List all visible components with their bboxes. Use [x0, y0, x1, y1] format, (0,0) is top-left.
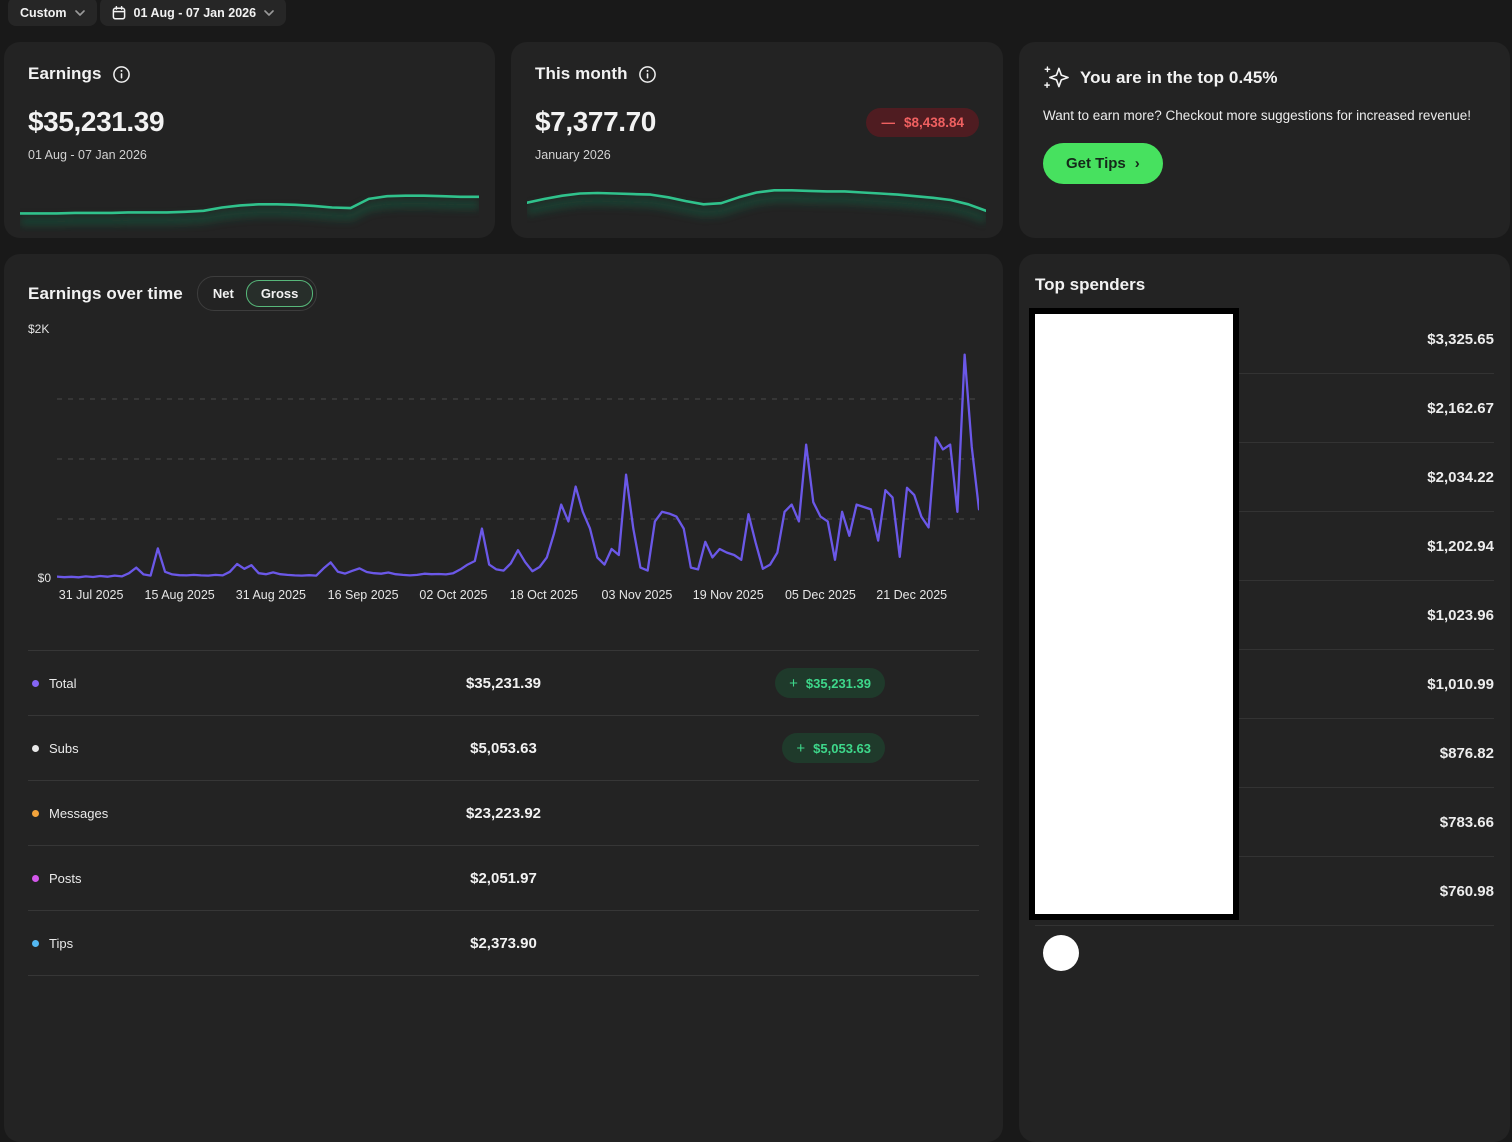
- x-tick-label: 02 Oct 2025: [419, 588, 487, 602]
- info-icon[interactable]: [638, 65, 657, 84]
- series-value: $5,053.63: [345, 740, 662, 757]
- this-month-period: January 2026: [535, 148, 979, 162]
- spender-amount: $760.98: [1440, 883, 1494, 900]
- series-dot: [32, 680, 39, 687]
- spender-amount: $1,023.96: [1427, 607, 1494, 624]
- spender-amount: $1,202.94: [1427, 538, 1494, 555]
- banner-title: You are in the top 0.45%: [1080, 68, 1278, 88]
- chevron-down-icon: [264, 10, 274, 16]
- toggle-option-net[interactable]: Net: [201, 280, 246, 307]
- chart-legend: Total $35,231.39 + $35,231.39 Subs $5: [28, 650, 979, 976]
- x-tick-label: 21 Dec 2025: [876, 588, 947, 602]
- earnings-over-time-title: Earnings over time: [28, 284, 183, 304]
- spender-amount: $3,325.65: [1427, 331, 1494, 348]
- dashboard-grid: Earnings $35,231.39 01 Aug - 07 Jan 2026…: [4, 42, 1510, 1142]
- line-chart-plot-area[interactable]: [57, 339, 979, 579]
- series-dot: [32, 745, 39, 752]
- spender-amount: $1,010.99: [1427, 676, 1494, 693]
- x-tick-label: 15 Aug 2025: [145, 588, 215, 602]
- x-tick-label: 19 Nov 2025: [693, 588, 764, 602]
- top-spenders-card: Top spenders $3,325.65 $2,162.67 $2,034.…: [1019, 254, 1510, 1142]
- series-value: $2,373.90: [345, 935, 662, 952]
- series-label: Tips: [49, 936, 73, 951]
- date-range-select[interactable]: 01 Aug - 07 Jan 2026: [100, 0, 287, 26]
- earnings-card: Earnings $35,231.39 01 Aug - 07 Jan 2026: [4, 42, 495, 238]
- series-value: $23,223.92: [345, 805, 662, 822]
- redaction-overlay: [1029, 308, 1239, 920]
- minus-icon: —: [881, 115, 895, 130]
- x-tick-label: 18 Oct 2025: [510, 588, 578, 602]
- y-axis-gutter: $0: [28, 339, 57, 579]
- y-axis-top-label: $2K: [28, 322, 979, 336]
- series-dot: [32, 810, 39, 817]
- chevron-right-icon: ›: [1135, 155, 1140, 172]
- legend-row[interactable]: Messages $23,223.92: [28, 781, 979, 846]
- earnings-card-title: Earnings: [28, 64, 102, 84]
- series-change-badge: + $35,231.39: [775, 668, 885, 698]
- series-dot: [32, 875, 39, 882]
- series-label: Subs: [49, 741, 79, 756]
- earnings-amount: $35,231.39: [28, 106, 164, 138]
- earnings-over-time-card: Earnings over time Net Gross $2K $0 31 J…: [4, 254, 1003, 1142]
- spender-amount: $2,162.67: [1427, 400, 1494, 417]
- preset-select[interactable]: Custom: [8, 0, 97, 26]
- this-month-amount: $7,377.70: [535, 106, 656, 138]
- info-icon[interactable]: [112, 65, 131, 84]
- spender-amount: $2,034.22: [1427, 469, 1494, 486]
- date-filter-bar: Custom 01 Aug - 07 Jan 2026: [8, 0, 286, 26]
- calendar-icon: [112, 6, 126, 20]
- series-label: Posts: [49, 871, 82, 886]
- spender-amount: $876.82: [1440, 745, 1494, 762]
- negative-delta-badge: — $8,438.84: [866, 108, 979, 137]
- legend-row[interactable]: Subs $5,053.63 + $5,053.63: [28, 716, 979, 781]
- x-tick-label: 05 Dec 2025: [785, 588, 856, 602]
- series-dot: [32, 940, 39, 947]
- sparkles-icon: [1043, 64, 1070, 91]
- chevron-down-icon: [75, 10, 85, 16]
- net-gross-toggle: Net Gross: [197, 276, 318, 311]
- series-change-badge: + $5,053.63: [782, 733, 885, 763]
- y-axis-zero-label: $0: [38, 571, 51, 585]
- top-spenders-title: Top spenders: [1019, 254, 1510, 305]
- x-tick-label: 03 Nov 2025: [601, 588, 672, 602]
- series-label: Total: [49, 676, 76, 691]
- earnings-sparkline-chart: [20, 168, 479, 232]
- series-value: $2,051.97: [345, 870, 662, 887]
- get-tips-label: Get Tips: [1066, 155, 1126, 172]
- series-value: $35,231.39: [345, 675, 662, 692]
- spender-amount: $783.66: [1440, 814, 1494, 831]
- legend-row[interactable]: Tips $2,373.90: [28, 911, 979, 976]
- x-tick-label: 31 Aug 2025: [236, 588, 306, 602]
- this-month-card: This month $7,377.70 — $8,438.84 January…: [511, 42, 1003, 238]
- banner-body-text: Want to earn more? Checkout more suggest…: [1043, 107, 1483, 125]
- toggle-option-gross[interactable]: Gross: [246, 280, 314, 307]
- plus-icon: +: [796, 740, 805, 757]
- legend-row[interactable]: Posts $2,051.97: [28, 846, 979, 911]
- x-tick-label: 16 Sep 2025: [328, 588, 399, 602]
- earnings-period: 01 Aug - 07 Jan 2026: [28, 148, 471, 162]
- series-label: Messages: [49, 806, 108, 821]
- earnings-line-chart: [57, 339, 979, 579]
- plus-icon: +: [789, 675, 798, 692]
- x-tick-label: 31 Jul 2025: [59, 588, 124, 602]
- top-percent-banner-card: You are in the top 0.45% Want to earn mo…: [1019, 42, 1510, 238]
- delta-amount: $8,438.84: [904, 115, 964, 130]
- avatar: [1043, 935, 1079, 971]
- legend-row[interactable]: Total $35,231.39 + $35,231.39: [28, 651, 979, 716]
- preset-label: Custom: [20, 6, 67, 20]
- get-tips-button[interactable]: Get Tips ›: [1043, 143, 1163, 184]
- date-range-label: 01 Aug - 07 Jan 2026: [134, 6, 257, 20]
- x-axis-tick-labels: 31 Jul 2025 15 Aug 2025 31 Aug 2025 16 Sep …: [57, 579, 979, 605]
- this-month-card-title: This month: [535, 64, 628, 84]
- this-month-sparkline-chart: [527, 168, 986, 232]
